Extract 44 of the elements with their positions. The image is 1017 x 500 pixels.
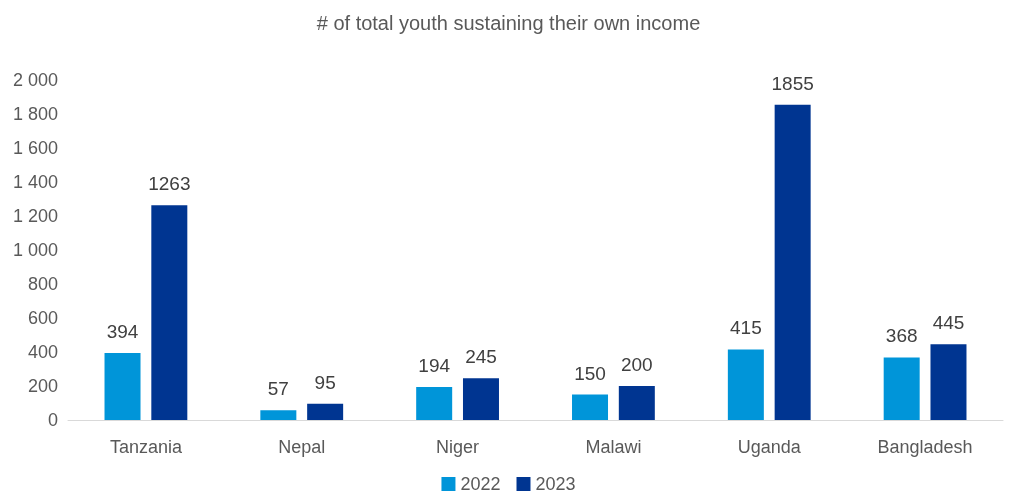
x-tick-label: Uganda: [737, 437, 802, 457]
bar: [260, 410, 297, 420]
y-tick-label: 1 600: [12, 138, 58, 158]
bar: [151, 205, 188, 420]
data-label: 415: [730, 317, 762, 339]
x-tick-label: Tanzania: [109, 437, 183, 457]
bar: [774, 104, 811, 420]
bar: [307, 403, 344, 420]
data-label: 150: [574, 362, 606, 384]
bar: [727, 349, 764, 420]
y-tick-label: 400: [27, 342, 58, 362]
data-label: 200: [620, 354, 653, 375]
chart-title: # of total youth sustaining their own income: [316, 12, 701, 34]
data-label: 245: [465, 346, 497, 368]
data-label: 1263: [148, 173, 191, 195]
data-label: 194: [418, 355, 451, 377]
data-label: 95: [314, 371, 336, 393]
y-tick-label: 600: [27, 308, 58, 328]
bar: [930, 344, 967, 420]
bar: [618, 386, 655, 420]
y-tick-label: 0: [47, 410, 58, 430]
y-tick-label: 1 000: [12, 240, 58, 260]
y-tick-label: 1 200: [12, 206, 58, 226]
x-tick-label: Bangladesh: [877, 437, 973, 457]
y-tick-label: 1 400: [12, 172, 58, 192]
data-label: 57: [267, 378, 289, 400]
x-tick-label: Malawi: [585, 437, 642, 457]
y-tick-label: 1 800: [12, 104, 58, 124]
y-tick-label: 800: [27, 274, 58, 294]
bar: [572, 394, 609, 420]
data-label: 1855: [771, 72, 814, 94]
data-label: 394: [106, 321, 139, 343]
data-label: 368: [885, 325, 918, 347]
x-tick-label: Nepal: [278, 437, 326, 457]
bar: [104, 353, 141, 420]
bar: [462, 378, 499, 420]
legend-label: 2023: [535, 474, 576, 494]
legend-label: 2022: [460, 474, 501, 494]
y-tick-label: 2 000: [12, 70, 58, 90]
x-tick-label: Niger: [436, 437, 480, 457]
data-label: 445: [932, 312, 965, 334]
y-tick-label: 200: [27, 376, 58, 396]
bar: [883, 357, 920, 420]
bar: [416, 387, 453, 420]
